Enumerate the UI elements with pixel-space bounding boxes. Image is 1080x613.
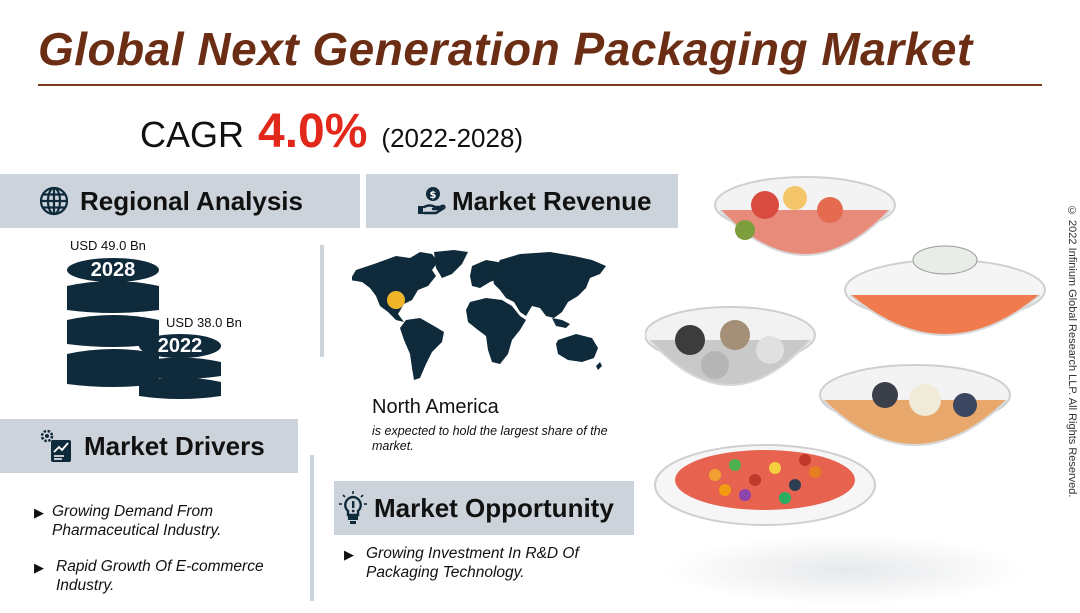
bullet-arrow-icon: ▶ bbox=[34, 505, 44, 520]
bullet-arrow-icon: ▶ bbox=[34, 560, 44, 575]
market-opportunity-header: Market Opportunity bbox=[334, 481, 634, 535]
product-photo-packaging-bowls bbox=[644, 150, 1050, 608]
title-underline bbox=[38, 84, 1042, 86]
value-2028: USD 49.0 Bn bbox=[70, 238, 146, 253]
cagr-value: 4.0% bbox=[258, 105, 368, 158]
market-revenue-heading: Market Revenue bbox=[452, 185, 652, 216]
market-drivers-heading: Market Drivers bbox=[84, 430, 265, 461]
vertical-divider bbox=[320, 245, 324, 357]
opportunity-item: ▶ Growing Investment In R&D Of Packaging… bbox=[344, 545, 579, 581]
world-map bbox=[350, 248, 610, 384]
svg-text:$: $ bbox=[430, 190, 437, 201]
market-drivers-header: Market Drivers bbox=[0, 419, 298, 473]
driver-item: ▶ Rapid Growth Of E-commerce Industry. bbox=[34, 558, 264, 594]
value-2022: USD 38.0 Bn bbox=[166, 315, 242, 330]
page-title: Global Next Generation Packaging Market bbox=[38, 23, 973, 75]
coin-stack-2022: 2022 bbox=[138, 334, 222, 400]
region-description: is expected to hold the largest share of… bbox=[372, 424, 608, 453]
regional-analysis-heading: Regional Analysis bbox=[80, 185, 303, 216]
cagr-label: CAGR bbox=[140, 114, 245, 155]
regional-analysis-header: Regional Analysis bbox=[0, 174, 360, 228]
market-opportunity-heading: Market Opportunity bbox=[374, 492, 614, 523]
year-2028: 2028 bbox=[90, 259, 136, 281]
lightbulb-icon bbox=[338, 490, 368, 526]
cagr-period: (2022-2028) bbox=[381, 123, 524, 153]
money-hand-icon: $ bbox=[416, 186, 446, 216]
cagr-line: CAGR 4.0% (2022-2028) bbox=[140, 104, 523, 159]
gear-report-icon bbox=[38, 428, 74, 464]
market-revenue-header: $ Market Revenue bbox=[366, 174, 678, 228]
bullet-arrow-icon: ▶ bbox=[344, 547, 354, 562]
year-2022: 2022 bbox=[157, 335, 203, 357]
vertical-divider-lower bbox=[310, 455, 314, 601]
region-name: North America bbox=[372, 396, 499, 418]
globe-icon bbox=[38, 185, 70, 217]
coin-stack-2028: 2028 bbox=[66, 258, 160, 388]
driver-item: ▶ Growing Demand From Pharmaceutical Ind… bbox=[34, 503, 222, 539]
highlight-north-america bbox=[387, 291, 405, 309]
copyright-notice: © 2022 Infinium Global Research LLP. All… bbox=[1066, 205, 1078, 498]
header-separator bbox=[360, 174, 366, 228]
